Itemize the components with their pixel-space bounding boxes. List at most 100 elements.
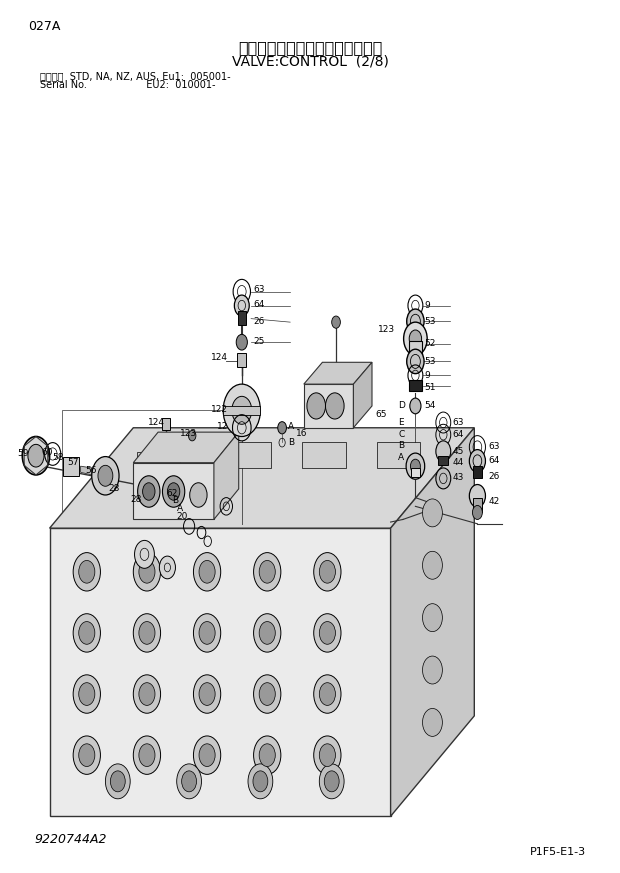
Circle shape	[409, 330, 422, 347]
Circle shape	[423, 709, 443, 736]
Circle shape	[135, 540, 154, 568]
Circle shape	[423, 656, 443, 684]
Text: 51: 51	[425, 383, 436, 392]
Text: 58: 58	[53, 453, 64, 462]
Circle shape	[314, 675, 341, 713]
Bar	[238, 311, 246, 325]
Bar	[237, 353, 246, 367]
Text: 59: 59	[17, 450, 29, 458]
Circle shape	[314, 736, 341, 774]
Circle shape	[254, 553, 281, 591]
Text: 65: 65	[375, 410, 387, 419]
Polygon shape	[50, 528, 391, 816]
Circle shape	[436, 468, 451, 489]
Text: 123: 123	[180, 430, 197, 438]
Circle shape	[193, 614, 221, 652]
Bar	[473, 466, 482, 478]
Text: 60: 60	[42, 448, 53, 457]
Circle shape	[278, 422, 286, 434]
Circle shape	[143, 483, 155, 500]
Text: C: C	[398, 430, 404, 439]
Circle shape	[199, 622, 215, 644]
Bar	[303, 442, 346, 468]
Circle shape	[22, 436, 50, 475]
Circle shape	[133, 553, 161, 591]
Circle shape	[472, 505, 482, 519]
Circle shape	[436, 441, 451, 462]
Circle shape	[319, 622, 335, 644]
Text: 25: 25	[253, 337, 264, 346]
Text: 53: 53	[425, 357, 436, 366]
Circle shape	[73, 675, 100, 713]
Text: 16: 16	[296, 430, 308, 438]
Circle shape	[139, 744, 155, 766]
Polygon shape	[353, 362, 372, 428]
Polygon shape	[214, 432, 239, 519]
Bar	[411, 468, 420, 477]
Circle shape	[199, 683, 215, 705]
Circle shape	[307, 393, 326, 419]
Text: 124: 124	[148, 418, 164, 427]
Circle shape	[469, 485, 485, 507]
Text: 42: 42	[489, 498, 500, 506]
Circle shape	[319, 744, 335, 766]
Text: A: A	[177, 504, 183, 512]
Circle shape	[259, 560, 275, 583]
Polygon shape	[50, 428, 474, 528]
Circle shape	[319, 683, 335, 705]
Circle shape	[223, 384, 260, 436]
Circle shape	[319, 764, 344, 799]
Circle shape	[314, 553, 341, 591]
Text: 63: 63	[489, 443, 500, 451]
Circle shape	[319, 560, 335, 583]
Circle shape	[423, 552, 443, 580]
Text: 12: 12	[217, 423, 228, 431]
Text: P1F5-E1-3: P1F5-E1-3	[529, 847, 586, 857]
Polygon shape	[133, 432, 239, 463]
Circle shape	[177, 764, 202, 799]
Circle shape	[162, 476, 185, 507]
Text: 52: 52	[425, 340, 436, 348]
Bar	[473, 498, 482, 512]
Circle shape	[236, 334, 247, 350]
Circle shape	[79, 744, 95, 766]
Bar	[409, 380, 422, 391]
Circle shape	[73, 553, 100, 591]
Text: 62: 62	[166, 489, 177, 498]
Text: 20: 20	[177, 512, 188, 521]
Circle shape	[248, 764, 273, 799]
Text: 53: 53	[425, 317, 436, 326]
Circle shape	[199, 744, 215, 766]
Text: 43: 43	[453, 473, 464, 482]
Circle shape	[259, 744, 275, 766]
Circle shape	[138, 476, 160, 507]
Text: 57: 57	[67, 458, 79, 467]
Polygon shape	[133, 463, 214, 519]
Text: B: B	[398, 441, 404, 450]
Circle shape	[133, 614, 161, 652]
Circle shape	[259, 622, 275, 644]
Text: Serial No.                   EU2:  010001-: Serial No. EU2: 010001-	[40, 79, 216, 90]
Bar	[409, 341, 422, 354]
Circle shape	[188, 430, 196, 441]
Circle shape	[28, 444, 44, 467]
Circle shape	[167, 483, 180, 500]
Bar	[223, 406, 260, 415]
Text: 64: 64	[453, 430, 464, 439]
Circle shape	[139, 560, 155, 583]
Text: B: B	[172, 496, 179, 505]
Text: 027A: 027A	[28, 20, 60, 32]
Circle shape	[133, 736, 161, 774]
Text: A: A	[288, 422, 294, 430]
Text: 56: 56	[86, 466, 97, 475]
Circle shape	[410, 398, 421, 414]
Circle shape	[253, 771, 268, 792]
Circle shape	[407, 309, 424, 333]
Circle shape	[332, 316, 340, 328]
Text: 44: 44	[453, 458, 464, 467]
Circle shape	[193, 736, 221, 774]
Circle shape	[406, 453, 425, 479]
Circle shape	[324, 771, 339, 792]
Circle shape	[79, 683, 95, 705]
Circle shape	[232, 396, 252, 424]
